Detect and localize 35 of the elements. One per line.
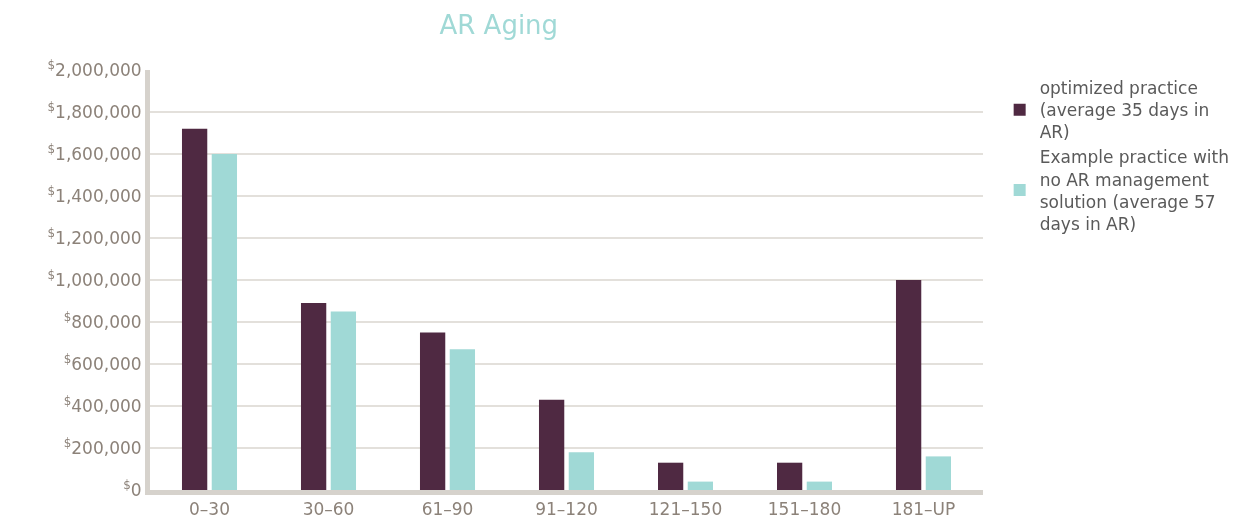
x-tick-label: 151–180 <box>767 499 842 520</box>
x-tick-label: 61–90 <box>421 499 474 520</box>
bar <box>776 462 803 490</box>
bar <box>211 154 238 490</box>
bar <box>449 349 476 490</box>
y-tick-label: $^{$}$0 <box>123 477 142 500</box>
y-tick-label: $^{$}$1,600,000 <box>47 141 142 164</box>
x-tick-label: 91–120 <box>535 499 598 520</box>
y-tick-label: $^{$}$1,800,000 <box>47 99 142 122</box>
bar <box>895 280 922 490</box>
bar <box>181 128 208 490</box>
y-tick-label: $^{$}$2,000,000 <box>47 57 142 80</box>
y-tick-label: $^{$}$200,000 <box>63 435 142 458</box>
bar <box>330 311 357 490</box>
y-tick-label: $^{$}$1,400,000 <box>47 183 142 206</box>
chart-title: AR Aging <box>439 10 559 41</box>
bar <box>419 332 446 490</box>
legend-label: optimized practice (average 35 days in AR) <box>1039 78 1210 143</box>
x-tick-label: 181–UP <box>891 499 956 520</box>
bar <box>806 481 833 490</box>
y-tick-label: $^{$}$1,000,000 <box>47 267 142 290</box>
bar <box>538 399 565 490</box>
bar <box>687 481 714 490</box>
x-tick-label: 0–30 <box>189 499 230 520</box>
bar <box>300 303 327 490</box>
y-tick-label: $^{$}$400,000 <box>63 393 142 416</box>
legend-label: Example practice with no AR management solution (average 57 days in AR) <box>1039 147 1230 234</box>
bar <box>925 456 952 490</box>
bar <box>568 452 595 490</box>
y-tick-label: $^{$}$800,000 <box>63 309 142 332</box>
x-tick-label: 30–60 <box>302 499 355 520</box>
y-tick-label: $^{$}$600,000 <box>63 351 142 374</box>
x-tick-label: 121–150 <box>648 499 723 520</box>
bar <box>657 462 684 490</box>
y-tick-label: $^{$}$1,200,000 <box>47 225 142 248</box>
